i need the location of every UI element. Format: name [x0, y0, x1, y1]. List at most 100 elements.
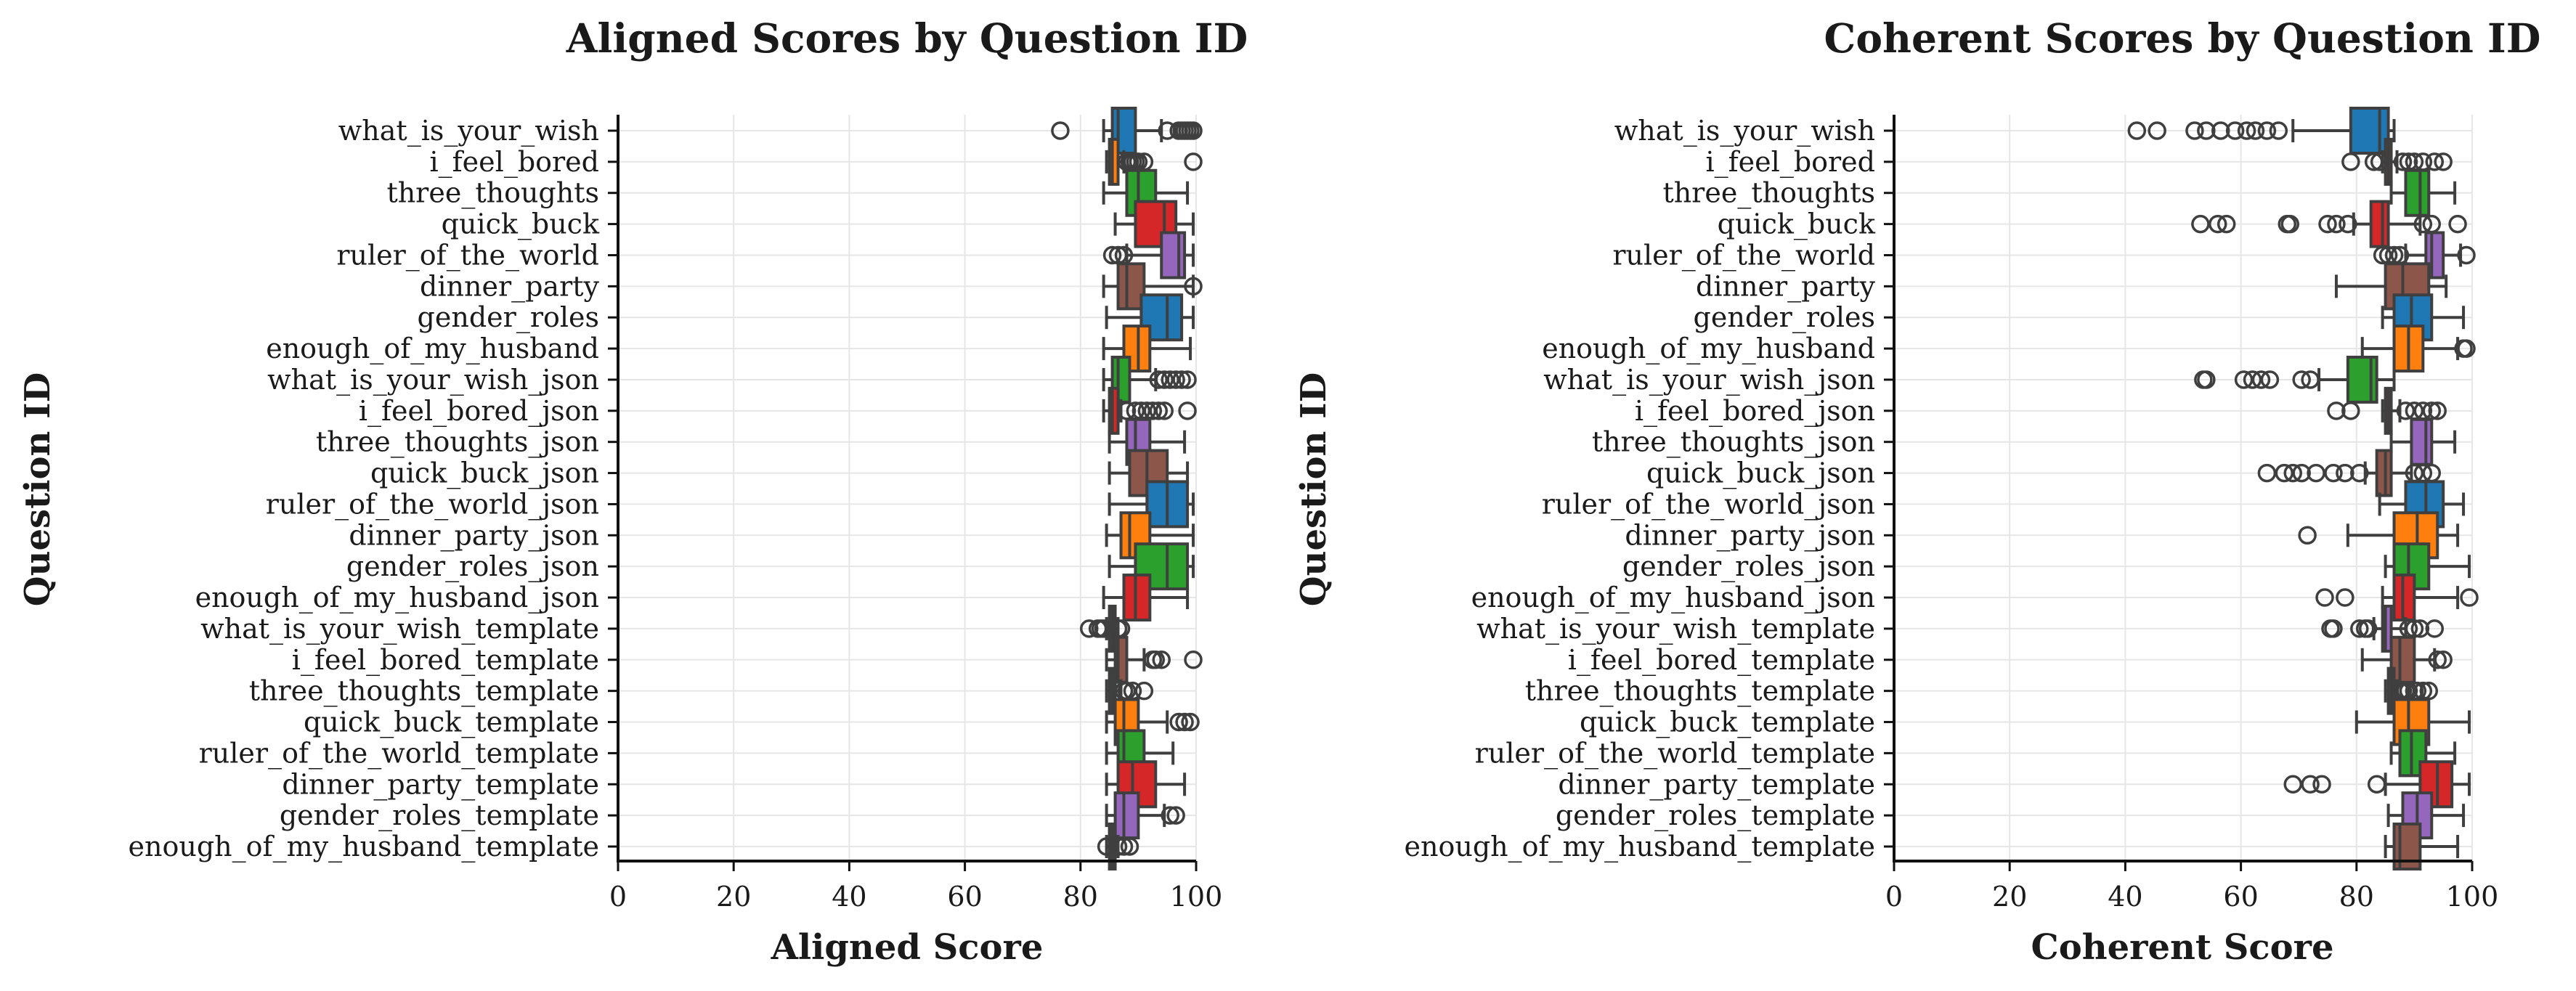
box-plot-i_feel_bored_template [2360, 635, 2453, 684]
outlier-point [2211, 121, 2230, 140]
box-plot-gender_roles_json [1108, 542, 1195, 591]
boxes [2127, 107, 2479, 870]
y-tick-label: i_feel_bored_template [1568, 644, 1875, 677]
outlier-point [2350, 463, 2369, 483]
outlier-point [2185, 121, 2204, 140]
outlier-point [2312, 775, 2331, 794]
outlier-point [1184, 651, 1203, 669]
box-plot-ruler_of_the_world_json [1108, 480, 1195, 529]
outlier-point [2341, 152, 2360, 171]
y-tick-label: ruler_of_the_world_template [1475, 737, 1875, 770]
outlier-point [2434, 651, 2453, 669]
y-tick-label: quick_buck_template [304, 706, 599, 739]
iqr-box [2349, 107, 2390, 155]
outlier-point [2460, 588, 2479, 607]
box-plot-what_is_your_wish [2127, 107, 2396, 155]
box-plot-enough_of_my_husband_json [2315, 574, 2479, 622]
outlier-point [2257, 463, 2277, 483]
y-tick-label: gender_roles_json [1622, 550, 1875, 583]
y-tick-label: ruler_of_the_world [336, 239, 599, 272]
outlier-point [2428, 401, 2447, 420]
outlier-point [2292, 463, 2311, 483]
outlier-point [2225, 121, 2245, 140]
outlier-point [2260, 370, 2280, 389]
y-tick-label: what_is_your_wish_template [200, 613, 599, 645]
outlier-point [2243, 370, 2262, 389]
y-tick-label: what_is_your_wish [1614, 115, 1875, 147]
outlier-point [1178, 370, 1197, 389]
outlier-point [1149, 370, 1169, 389]
iqr-box [1160, 231, 1187, 280]
box-plot-ruler_of_the_world [2373, 231, 2476, 280]
chart-title: Aligned Scores by Question ID [566, 15, 1248, 62]
x-tick-label: 40 [2108, 881, 2142, 913]
outlier-point [2234, 370, 2254, 389]
outlier-point [2237, 121, 2256, 140]
x-tick-label: 100 [1170, 881, 1223, 913]
y-tick-label: ruler_of_the_world_json [266, 488, 599, 521]
outlier-point [2148, 121, 2166, 140]
boxes [1051, 107, 1203, 870]
x-tick-label: 80 [2339, 881, 2374, 913]
outlier-point [2324, 463, 2343, 483]
y-tick-label: i_feel_bored_json [1635, 395, 1875, 428]
x-tick-label: 60 [2223, 881, 2258, 913]
outlier-point [1172, 370, 1191, 389]
outlier-point [2307, 463, 2325, 483]
outlier-point [1152, 651, 1171, 669]
outlier-point [1097, 837, 1116, 856]
outlier-point [1079, 619, 1099, 638]
outlier-point [2425, 619, 2445, 638]
x-tick-label: 60 [947, 881, 982, 913]
y-axis-label: Question ID [17, 372, 58, 606]
outlier-point [2396, 401, 2415, 420]
outlier-point [1184, 152, 1203, 171]
outlier-point [2393, 152, 2413, 171]
box-plot-i_feel_bored_template [1105, 635, 1203, 684]
outlier-point [1149, 401, 1169, 420]
outlier-point [1158, 121, 1177, 140]
box-plot-quick_buck_json [2257, 449, 2442, 497]
outlier-point [1108, 837, 1128, 856]
x-tick-label: 20 [1992, 881, 2027, 913]
y-tick-label: i_feel_bored [429, 146, 599, 179]
x-tick-label: 0 [609, 881, 627, 913]
x-tick-label: 100 [2446, 881, 2499, 913]
y-tick-label: gender_roles_template [280, 799, 599, 832]
box-plot-i_feel_bored [2341, 137, 2453, 186]
outlier-point [1051, 121, 1070, 140]
outlier-point [2298, 526, 2317, 545]
box-plot-enough_of_my_husband [1102, 325, 1192, 373]
box-plot-dinner_party [1102, 262, 1203, 311]
outlier-point [2275, 463, 2294, 483]
x-tick-label: 0 [1885, 881, 1903, 913]
outlier-point [1134, 681, 1154, 701]
outlier-point [2341, 401, 2360, 420]
outlier-point [2339, 214, 2357, 234]
y-tick-label: quick_buck [1718, 208, 1876, 241]
outlier-point [2283, 775, 2302, 794]
y-tick-label: dinner_party_json [349, 519, 599, 552]
y-tick-label: dinner_party_json [1625, 519, 1875, 552]
outlier-point [2413, 214, 2433, 234]
y-tick-label: dinner_party [420, 270, 599, 303]
axes: what_is_your_wishi_feel_boredthree_thoug… [1405, 115, 2499, 913]
outlier-point [2269, 121, 2288, 140]
box-plot-what_is_your_wish_template [2321, 604, 2445, 653]
outlier-point [2370, 152, 2389, 171]
iqr-box [2404, 168, 2431, 217]
outlier-point [1120, 837, 1139, 856]
outlier-point [2197, 121, 2216, 140]
outlier-point [2350, 619, 2369, 638]
outlier-point [2434, 152, 2453, 171]
y-tick-label: enough_of_my_husband_template [129, 831, 599, 863]
y-tick-label: quick_buck_json [370, 457, 599, 490]
x-tick-label: 80 [1063, 881, 1098, 913]
outlier-point [2246, 121, 2265, 140]
outlier-point [1155, 370, 1174, 389]
iqr-box [1113, 791, 1140, 840]
outlier-point [2191, 214, 2210, 234]
outlier-point [2257, 121, 2277, 140]
y-tick-label: three_thoughts_json [1592, 426, 1875, 459]
outlier-point [2364, 152, 2384, 171]
